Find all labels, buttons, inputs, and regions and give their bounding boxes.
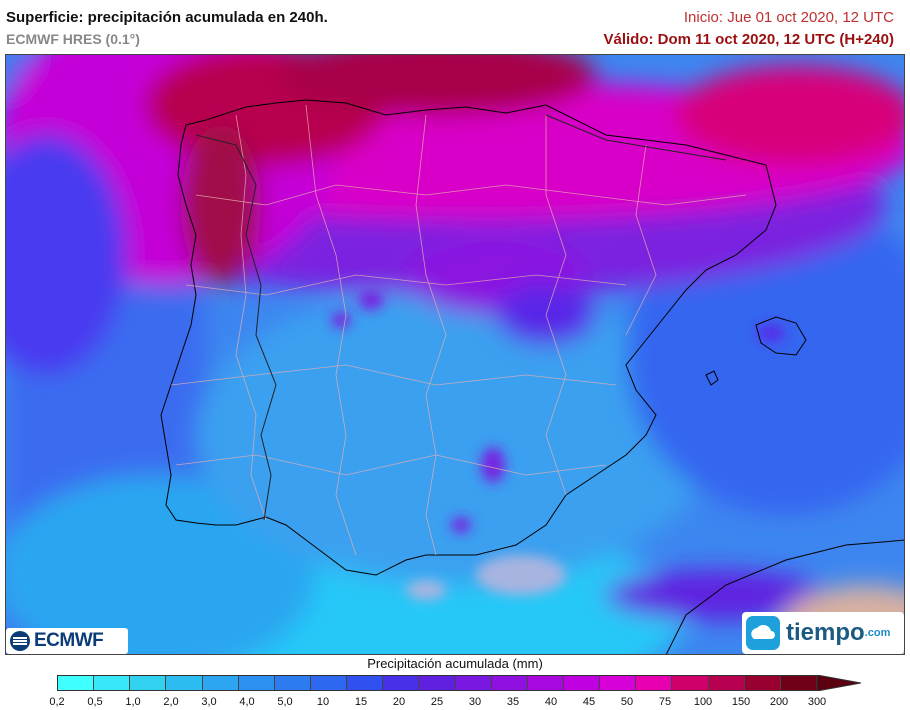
legend-swatch xyxy=(347,676,384,690)
tiempo-logo-text: tiempo xyxy=(786,619,865,646)
coastline xyxy=(160,99,904,654)
legend-tick-label: 10 xyxy=(316,696,330,708)
legend-arrow-icon xyxy=(817,675,861,691)
legend-swatch xyxy=(202,676,239,690)
legend-tick-label: 15 xyxy=(354,696,368,708)
color-legend xyxy=(57,675,817,691)
legend-swatch xyxy=(455,676,492,690)
ecmwf-logo-icon xyxy=(10,631,30,651)
legend-tick-label: 35 xyxy=(506,696,520,708)
legend-swatch xyxy=(238,676,275,690)
precipitation-map[interactable] xyxy=(5,54,905,655)
cloud-icon xyxy=(746,616,780,650)
legend-swatch xyxy=(636,676,673,690)
legend-swatch xyxy=(130,676,167,690)
legend-tick-label: 75 xyxy=(658,696,672,708)
legend-title: Precipitación acumulada (mm) xyxy=(367,656,543,671)
country-border xyxy=(195,134,277,521)
legend-swatch xyxy=(274,676,311,690)
legend-tick-label: 50 xyxy=(620,696,634,708)
legend-tick-label: 1,0 xyxy=(125,696,141,708)
legend-swatch xyxy=(744,676,781,690)
legend-tick-label: 5,0 xyxy=(277,696,293,708)
legend-swatch xyxy=(419,676,456,690)
legend-tick-label: 30 xyxy=(468,696,482,708)
legend-swatch xyxy=(780,676,816,690)
legend-tick-label: 4,0 xyxy=(239,696,255,708)
precip-field xyxy=(6,55,904,654)
legend-swatch xyxy=(491,676,528,690)
legend-tick-label: 25 xyxy=(430,696,444,708)
legend-swatch xyxy=(383,676,420,690)
legend-tick-label: 3,0 xyxy=(201,696,217,708)
legend-tick-label: 200 xyxy=(769,696,789,708)
valid-time: Válido: Dom 11 oct 2020, 12 UTC (H+240) xyxy=(603,31,894,48)
legend-swatch xyxy=(672,676,709,690)
legend-tick-label: 0,5 xyxy=(87,696,103,708)
tiempo-logo[interactable]: tiempo .com xyxy=(742,612,904,654)
legend-tick-label: 300 xyxy=(807,696,827,708)
init-time: Inicio: Jue 01 oct 2020, 12 UTC xyxy=(683,9,894,26)
legend-swatch xyxy=(310,676,348,690)
legend-tick-label: 150 xyxy=(731,696,751,708)
legend-swatch xyxy=(708,676,745,690)
legend-swatch xyxy=(563,676,601,690)
france-border xyxy=(545,114,727,161)
precip-details xyxy=(331,290,785,600)
legend-tick-label: 45 xyxy=(582,696,596,708)
legend-tick-label: 40 xyxy=(544,696,558,708)
ecmwf-logo: ECMWF xyxy=(6,628,128,654)
legend-swatch xyxy=(600,676,637,690)
legend-swatch xyxy=(527,676,564,690)
region-borders xyxy=(170,104,747,556)
model-label: ECMWF HRES (0.1°) xyxy=(6,31,140,47)
legend-swatch xyxy=(58,676,95,690)
legend-tick-label: 100 xyxy=(693,696,713,708)
legend-tick-label: 2,0 xyxy=(163,696,179,708)
legend-tick-label: 20 xyxy=(392,696,406,708)
legend-swatch xyxy=(166,676,203,690)
legend-tick-label: 0,2 xyxy=(49,696,65,708)
legend-swatch xyxy=(94,676,131,690)
map-title: Superficie: precipitación acumulada en 2… xyxy=(6,9,328,26)
tiempo-logo-suffix: .com xyxy=(864,627,891,639)
legend-ticks: 0,2 0,5 1,0 2,0 3,0 4,0 5,0 10 15 20 25 30 35 40 45 50 7… xyxy=(49,696,857,710)
ecmwf-logo-text: ECMWF xyxy=(34,630,104,651)
